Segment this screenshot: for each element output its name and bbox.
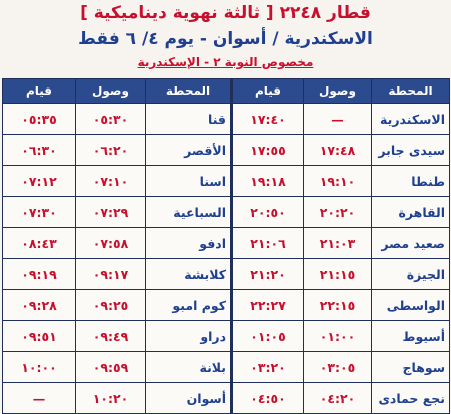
time-cell: ٢١:٠٦ [230, 227, 304, 259]
time-cell: ٠٩:٤٩ [75, 320, 146, 352]
time-cell: ٠٩:٢٨ [2, 289, 76, 321]
note: مخصوص النوبة ٢ - الإسكندرية [137, 55, 314, 69]
time-cell: — [2, 382, 76, 414]
title: قطار ٢٢٤٨ [ ثالثة نهوية ديناميكية ] [80, 3, 371, 23]
time-cell: ١٩:١٠ [303, 165, 372, 197]
time-cell: ١٩:١٨ [230, 165, 304, 197]
schedule-page: قطار ٢٢٤٨ [ ثالثة نهوية ديناميكية ] الاس… [2, 3, 450, 414]
station-cell: أسوان [145, 382, 232, 414]
time-cell: ٠٩:٢٥ [75, 289, 146, 321]
station-cell: قنا [145, 103, 232, 135]
table-row: الواسطى ٢٢:١٥ ٢٢:٢٧ كوم امبو ٠٩:٢٥ ٠٩:٢٨ [2, 289, 450, 321]
column-header: وصول [75, 78, 146, 104]
time-cell: ٠٥:٣٥ [2, 103, 76, 135]
station-cell: كلابشة [145, 258, 232, 290]
time-cell: ٠٩:١٧ [75, 258, 146, 290]
time-cell: ٢٢:٢٧ [230, 289, 304, 321]
time-cell: ٠٧:١٠ [75, 165, 146, 197]
table-row: الجيزة ٢١:١٥ ٢١:٢٠ كلابشة ٠٩:١٧ ٠٩:١٩ [2, 258, 450, 290]
station-cell: كوم امبو [145, 289, 232, 321]
station-cell: طنطا [371, 165, 450, 197]
time-cell: ٢١:٠٣ [303, 227, 372, 259]
station-cell: سيدى جابر [371, 134, 450, 166]
station-cell: سوهاج [371, 351, 450, 383]
time-cell: ٢٠:٢٠ [303, 196, 372, 228]
table-row: سيدى جابر ١٧:٤٨ ١٧:٥٥ الأقصر ٠٦:٢٠ ٠٦:٣٠ [2, 134, 450, 166]
station-cell: الاسكندرية [371, 103, 450, 135]
route: الاسكندرية / أسوان - يوم ٤/ ٦ فقط [78, 29, 373, 49]
station-cell: الواسطى [371, 289, 450, 321]
station-cell: أسيوط [371, 320, 450, 352]
time-cell: ٢١:١٥ [303, 258, 372, 290]
time-cell: ١٠:٢٠ [75, 382, 146, 414]
timetable: المحطة وصول قيام المحطة وصول قيام الاسكندرية —… [2, 78, 450, 414]
table-row: طنطا ١٩:١٠ ١٩:١٨ اسنا ٠٧:١٠ ٠٧:١٢ [2, 165, 450, 197]
station-cell: صعيد مصر [371, 227, 450, 259]
time-cell: ٠٣:٠٥ [303, 351, 372, 383]
time-cell: ٠٥:٣٠ [75, 103, 146, 135]
time-cell: ٠٩:٥١ [2, 320, 76, 352]
time-cell: ١٧:٤٠ [230, 103, 304, 135]
time-cell: ٢٢:١٥ [303, 289, 372, 321]
time-cell: ٠١:٠٥ [230, 320, 304, 352]
station-cell: بلانة [145, 351, 232, 383]
time-cell: ٠٦:٣٠ [2, 134, 76, 166]
time-cell: ٠٧:٣٠ [2, 196, 76, 228]
column-header: قيام [230, 78, 304, 104]
time-cell: ٠٧:٥٨ [75, 227, 146, 259]
time-cell: ١٧:٥٥ [230, 134, 304, 166]
time-cell: ١٠:٠٠ [2, 351, 76, 383]
time-cell: ٢١:٢٠ [230, 258, 304, 290]
column-header: المحطة [371, 78, 450, 104]
table-row: سوهاج ٠٣:٠٥ ٠٣:٢٠ بلانة ٠٩:٥٩ ١٠:٠٠ [2, 351, 450, 383]
time-cell: ٠٤:٥٠ [230, 382, 304, 414]
table-row: القاهرة ٢٠:٢٠ ٢٠:٥٠ السباعية ٠٧:٢٩ ٠٧:٣٠ [2, 196, 450, 228]
station-cell: القاهرة [371, 196, 450, 228]
column-header: قيام [2, 78, 76, 104]
table-row: الاسكندرية —١٧:٤٠ قنا ٠٥:٣٠ ٠٥:٣٥ [2, 103, 450, 135]
time-cell: ٠٧:١٢ [2, 165, 76, 197]
time-cell: ١٧:٤٨ [303, 134, 372, 166]
time-cell: ٠٧:٢٩ [75, 196, 146, 228]
time-cell: ٠٣:٢٠ [230, 351, 304, 383]
station-cell: الجيزة [371, 258, 450, 290]
station-cell: اسنا [145, 165, 232, 197]
time-cell: — [303, 103, 372, 135]
column-header: المحطة [145, 78, 232, 104]
time-cell: ٠٩:١٩ [2, 258, 76, 290]
time-cell: ٢٠:٥٠ [230, 196, 304, 228]
time-cell: ٠٤:٢٠ [303, 382, 372, 414]
station-cell: ادفو [145, 227, 232, 259]
table-row: أسيوط ٠١:٠٠ ٠١:٠٥ دراو ٠٩:٤٩ ٠٩:٥١ [2, 320, 450, 352]
column-header: وصول [303, 78, 372, 104]
station-cell: الأقصر [145, 134, 232, 166]
header-row: المحطة وصول قيام المحطة وصول قيام [2, 78, 450, 104]
time-cell: ٠٩:٥٩ [75, 351, 146, 383]
table-row: صعيد مصر ٢١:٠٣ ٢١:٠٦ ادفو ٠٧:٥٨ ٠٨:٤٣ [2, 227, 450, 259]
time-cell: ٠٨:٤٣ [2, 227, 76, 259]
time-cell: ٠١:٠٠ [303, 320, 372, 352]
station-cell: السباعية [145, 196, 232, 228]
table-row: نجع حمادى ٠٤:٢٠ ٠٤:٥٠ أسوان ١٠:٢٠— [2, 382, 450, 414]
station-cell: نجع حمادى [371, 382, 450, 414]
station-cell: دراو [145, 320, 232, 352]
time-cell: ٠٦:٢٠ [75, 134, 146, 166]
